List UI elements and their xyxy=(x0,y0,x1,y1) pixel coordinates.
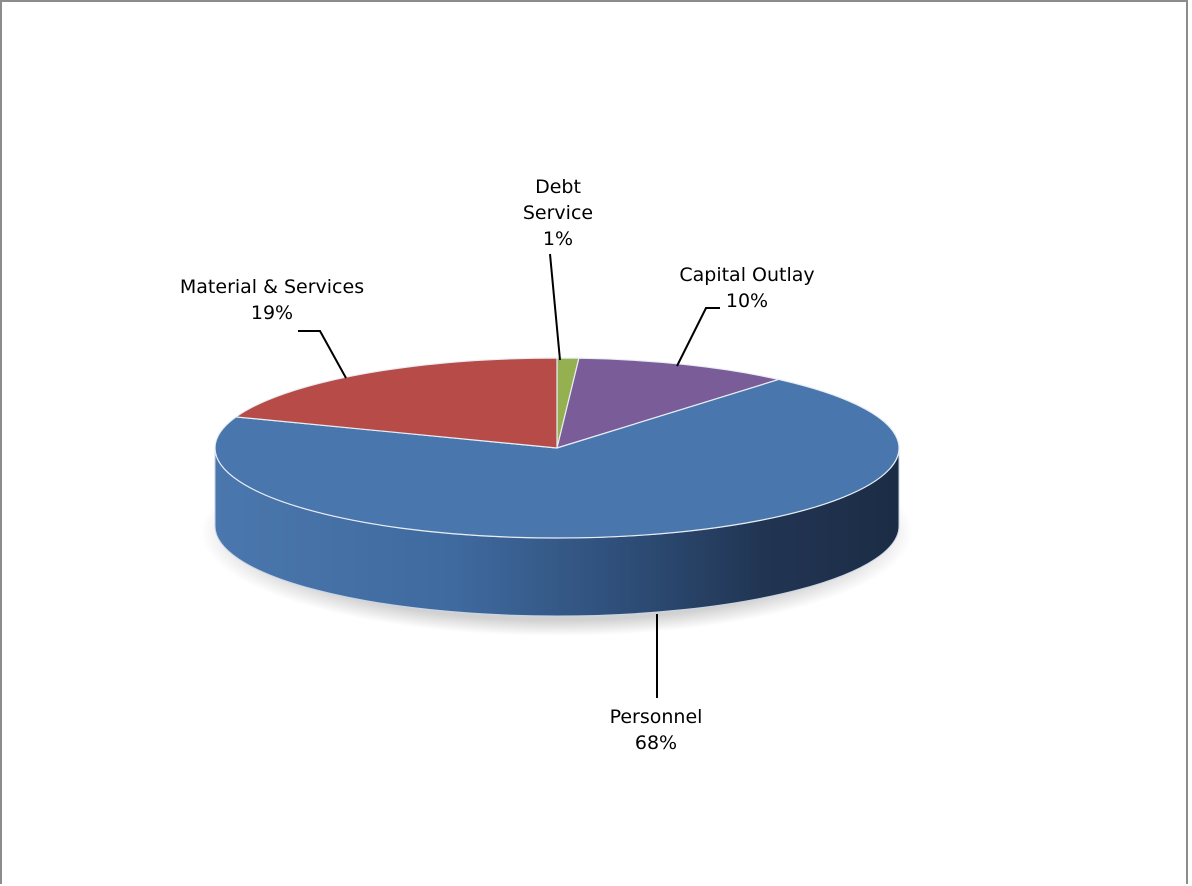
capital-outlay-percent: 10% xyxy=(725,290,769,312)
material-services-name: Material & Services xyxy=(179,276,365,298)
debt-service-leader xyxy=(549,253,561,361)
debt-service-percent: 1% xyxy=(542,228,574,250)
pie-slice-material-services xyxy=(234,357,558,449)
capital-outlay-name: Capital Outlay xyxy=(679,264,815,286)
material-services-leader xyxy=(298,330,347,379)
pie-slice-personnel xyxy=(214,378,900,539)
pie-slice-capital-outlay xyxy=(556,357,782,449)
debt-service-name-2: Service xyxy=(522,202,594,224)
debt-service-name-1: Debt xyxy=(535,176,581,198)
material-services-percent: 19% xyxy=(250,302,294,324)
personnel-percent: 68% xyxy=(634,732,678,754)
personnel-label: Personnel 68% xyxy=(576,704,736,756)
capital-outlay-label: Capital Outlay 10% xyxy=(642,262,852,314)
capital-outlay-leader xyxy=(676,307,720,367)
material-services-label: Material & Services 19% xyxy=(152,274,392,326)
debt-service-label: Debt Service 1% xyxy=(498,174,618,252)
personnel-name: Personnel xyxy=(609,706,703,728)
